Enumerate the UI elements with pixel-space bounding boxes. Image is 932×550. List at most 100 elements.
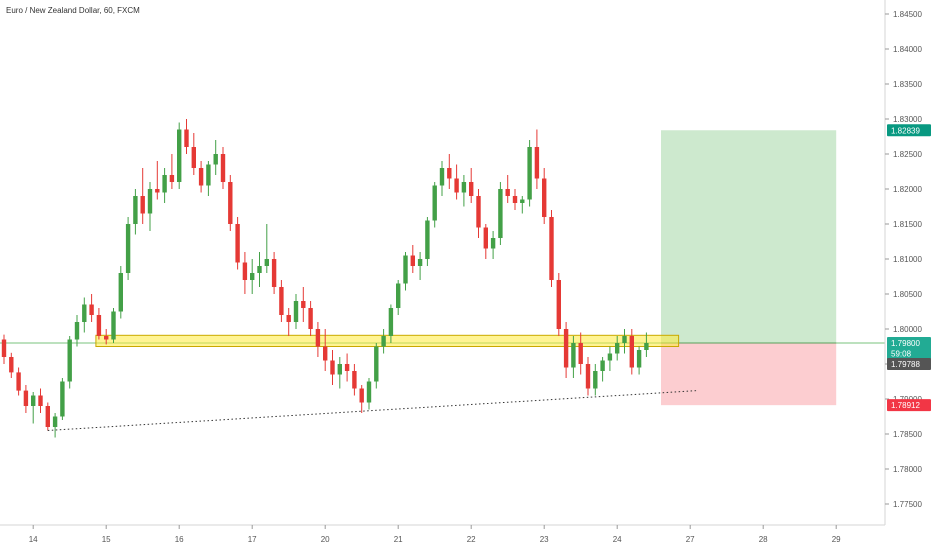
candle-body <box>498 189 503 238</box>
candle-body <box>490 238 496 249</box>
x-tick-label: 24 <box>613 535 622 544</box>
candle-body <box>629 336 634 368</box>
candle-body <box>191 147 196 168</box>
candle-body <box>425 220 430 259</box>
candle-body <box>206 164 211 186</box>
candle-body <box>257 266 262 273</box>
candle-body <box>644 343 649 350</box>
candle-body <box>308 308 313 329</box>
candle-body <box>571 343 576 368</box>
x-tick-label: 21 <box>394 535 403 544</box>
candles <box>1 119 649 438</box>
candle-body <box>118 273 123 312</box>
x-tick-label: 29 <box>832 535 841 544</box>
candle-body <box>323 346 328 361</box>
candle-body <box>469 182 474 196</box>
candle-body <box>38 395 43 406</box>
y-tick-label: 1.78000 <box>893 465 922 474</box>
y-tick-label: 1.81500 <box>893 220 922 229</box>
candle-body <box>242 262 248 280</box>
support-trendline[interactable] <box>47 390 698 431</box>
candle-body <box>483 227 488 249</box>
candle-body <box>184 129 189 147</box>
candle-body <box>89 304 94 315</box>
candle-body <box>636 350 642 368</box>
price-tag-label: 1.79788 <box>891 360 920 369</box>
candle-body <box>403 255 408 284</box>
candle-body <box>615 343 620 354</box>
candle-body <box>104 336 109 340</box>
candle-body <box>432 185 437 221</box>
y-tick-label: 1.83000 <box>893 115 922 124</box>
candle-body <box>264 259 269 266</box>
y-tick-label: 1.81000 <box>893 255 922 264</box>
candle-body <box>31 395 36 406</box>
candle-body <box>593 371 598 389</box>
candle-body <box>359 388 364 403</box>
candle-body <box>228 182 233 224</box>
candle-body <box>549 217 554 280</box>
candle-body <box>374 346 379 382</box>
price-tag <box>887 399 931 412</box>
candle-body <box>505 189 510 196</box>
candle-body <box>293 301 299 322</box>
candle-body <box>461 182 467 193</box>
y-tick-label: 1.82500 <box>893 150 922 159</box>
x-tick-label: 14 <box>29 535 38 544</box>
candle-body <box>23 390 29 406</box>
candle-body <box>286 315 291 322</box>
y-tick-label: 1.84000 <box>893 45 922 54</box>
candle-body <box>140 196 145 214</box>
candle-body <box>381 336 386 347</box>
candle-body <box>235 224 240 263</box>
candle-body <box>410 255 415 266</box>
x-tick-label: 20 <box>321 535 330 544</box>
candle-body <box>169 175 175 182</box>
candle-body <box>60 381 65 417</box>
x-tick-label: 28 <box>759 535 768 544</box>
candle-body <box>96 315 102 336</box>
candle-body <box>74 322 80 340</box>
candle-body <box>125 224 131 273</box>
price-tag-label: 59:08 <box>891 350 912 359</box>
candle-body <box>600 360 605 371</box>
x-axis: 14 15 16 17 20 21 22 23 24 27 28 29 <box>0 524 885 544</box>
stop-zone <box>661 343 837 406</box>
candle-body <box>454 178 459 193</box>
x-tick-label: 23 <box>540 535 549 544</box>
candle-body <box>271 259 277 287</box>
candle-body <box>607 353 613 361</box>
candle-body <box>563 329 569 368</box>
y-axis: 1.84500 1.84000 1.83500 1.83000 1.82500 1.820… <box>884 0 931 525</box>
candle-body <box>527 147 532 200</box>
candle-body <box>512 196 518 203</box>
y-tick-label: 1.83500 <box>893 80 922 89</box>
candle-body <box>352 371 357 389</box>
y-tick-label: 1.80000 <box>893 325 922 334</box>
candle-body <box>578 343 583 364</box>
x-tick-label: 22 <box>467 535 476 544</box>
y-tick-label: 1.84500 <box>893 10 922 19</box>
candle-body <box>447 168 452 179</box>
candle-body <box>344 364 350 371</box>
candle-body <box>330 360 335 375</box>
candle-body <box>337 364 342 375</box>
price-tag-label: 1.78912 <box>891 401 920 410</box>
candle-body <box>162 175 167 193</box>
candle-body <box>16 372 21 391</box>
candle-body <box>82 304 87 322</box>
candle-body <box>155 189 160 193</box>
price-tag <box>887 358 931 370</box>
y-tick-label: 1.80500 <box>893 290 922 299</box>
candle-body <box>388 308 394 336</box>
candle-body <box>279 287 284 315</box>
candle-body <box>534 147 540 179</box>
chart-title: Euro / New Zealand Dollar, 60, FXCM <box>6 6 140 15</box>
profit-zone <box>661 130 837 343</box>
price-tag-label: 1.82839 <box>891 126 920 135</box>
resistance-zone[interactable] <box>95 334 680 347</box>
candle-body <box>396 283 401 308</box>
x-tick-label: 15 <box>102 535 111 544</box>
x-tick-label: 16 <box>175 535 184 544</box>
